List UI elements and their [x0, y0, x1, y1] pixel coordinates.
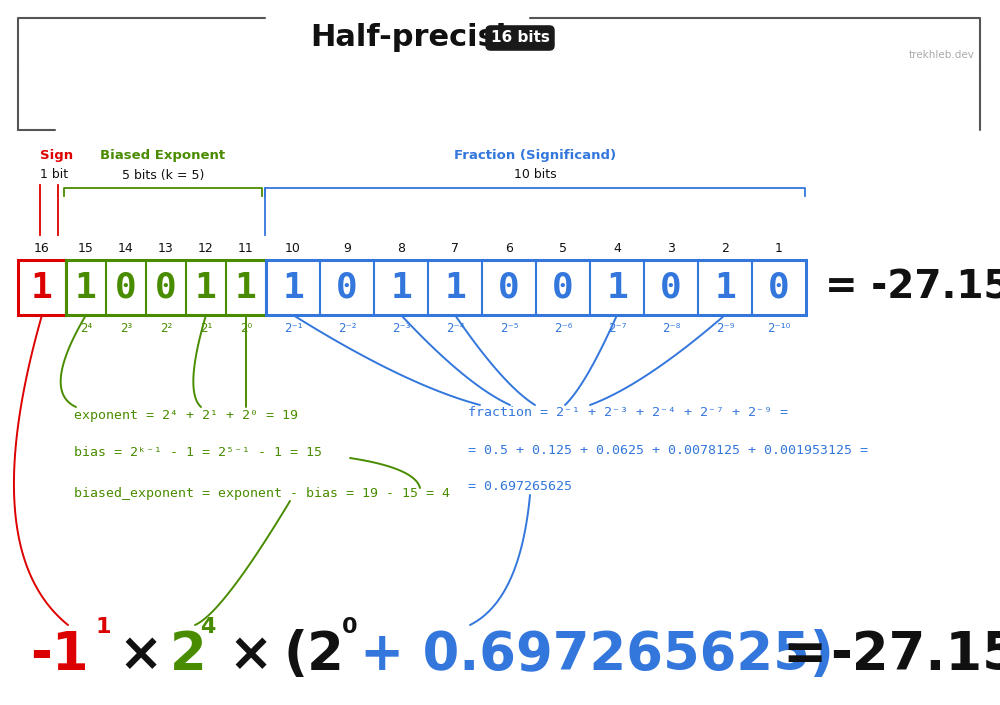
Text: 8: 8	[397, 242, 405, 255]
Text: 9: 9	[343, 242, 351, 255]
Text: 0: 0	[115, 271, 137, 305]
Text: 1: 1	[31, 271, 53, 305]
Text: 0: 0	[498, 271, 520, 305]
Text: ×: ×	[228, 629, 272, 681]
Text: 12: 12	[198, 242, 214, 255]
Text: 2⁻⁹: 2⁻⁹	[716, 322, 734, 336]
Text: 15: 15	[78, 242, 94, 255]
Text: 1: 1	[714, 271, 736, 305]
Text: 0: 0	[342, 617, 358, 637]
Text: 2⁻²: 2⁻²	[338, 322, 356, 336]
Text: = -27.15625: = -27.15625	[825, 269, 1000, 307]
Text: 4: 4	[200, 617, 215, 637]
Text: + 0.697265625): + 0.697265625)	[360, 629, 834, 681]
Text: 2⁰: 2⁰	[240, 322, 252, 336]
Text: 2⁻⁶: 2⁻⁶	[554, 322, 572, 336]
Text: 2⁻¹⁰: 2⁻¹⁰	[767, 322, 791, 336]
Text: 11: 11	[238, 242, 254, 255]
Text: 4: 4	[613, 242, 621, 255]
Text: Sign: Sign	[40, 149, 73, 161]
Text: 2²: 2²	[160, 322, 172, 336]
Text: Biased Exponent: Biased Exponent	[100, 149, 226, 161]
Text: 2: 2	[721, 242, 729, 255]
Text: 1 bit: 1 bit	[40, 168, 68, 181]
Text: 5 bits (k = 5): 5 bits (k = 5)	[122, 168, 204, 181]
Text: 2⁻³: 2⁻³	[392, 322, 410, 336]
Text: 2⁴: 2⁴	[80, 322, 92, 336]
Text: 16: 16	[34, 242, 50, 255]
Text: 0: 0	[552, 271, 574, 305]
Text: 0: 0	[660, 271, 682, 305]
Text: 1: 1	[95, 617, 110, 637]
Text: 1: 1	[444, 271, 466, 305]
Text: 2⁻⁴: 2⁻⁴	[446, 322, 464, 336]
Text: biased_exponent = exponent - bias = 19 - 15 = 4: biased_exponent = exponent - bias = 19 -…	[74, 486, 450, 500]
Text: 1: 1	[606, 271, 628, 305]
Text: 7: 7	[451, 242, 459, 255]
Text: 6: 6	[505, 242, 513, 255]
Text: 2⁻⁵: 2⁻⁵	[500, 322, 518, 336]
Text: 5: 5	[559, 242, 567, 255]
Text: -27.15625: -27.15625	[830, 629, 1000, 681]
Text: 2¹: 2¹	[200, 322, 212, 336]
Text: 1: 1	[75, 271, 97, 305]
Text: 10: 10	[285, 242, 301, 255]
Text: 13: 13	[158, 242, 174, 255]
Text: Half-precision: Half-precision	[310, 23, 549, 52]
Text: 3: 3	[667, 242, 675, 255]
Text: 0: 0	[768, 271, 790, 305]
Text: = 0.697265625: = 0.697265625	[468, 481, 572, 494]
Text: 14: 14	[118, 242, 134, 255]
Text: bias = 2ᵏ⁻¹ - 1 = 2⁵⁻¹ - 1 = 15: bias = 2ᵏ⁻¹ - 1 = 2⁵⁻¹ - 1 = 15	[74, 446, 322, 460]
Text: fraction = 2⁻¹ + 2⁻³ + 2⁻⁴ + 2⁻⁷ + 2⁻⁹ =: fraction = 2⁻¹ + 2⁻³ + 2⁻⁴ + 2⁻⁷ + 2⁻⁹ =	[468, 407, 788, 419]
Text: 2⁻⁸: 2⁻⁸	[662, 322, 680, 336]
Text: 2⁻¹: 2⁻¹	[284, 322, 302, 336]
Text: trekhleb.dev: trekhleb.dev	[909, 50, 975, 60]
FancyBboxPatch shape	[18, 260, 66, 315]
Text: 1: 1	[775, 242, 783, 255]
Text: ×: ×	[118, 629, 162, 681]
Text: 0: 0	[155, 271, 177, 305]
Text: 10 bits: 10 bits	[514, 168, 556, 181]
FancyBboxPatch shape	[66, 260, 266, 315]
Text: -1: -1	[30, 629, 89, 681]
Text: (2: (2	[283, 629, 344, 681]
Text: 2⁻⁷: 2⁻⁷	[608, 322, 626, 336]
FancyBboxPatch shape	[266, 260, 806, 315]
Text: 16 bits: 16 bits	[491, 30, 549, 46]
Text: 1: 1	[390, 271, 412, 305]
Text: 1: 1	[282, 271, 304, 305]
Text: 2³: 2³	[120, 322, 132, 336]
Text: exponent = 2⁴ + 2¹ + 2⁰ = 19: exponent = 2⁴ + 2¹ + 2⁰ = 19	[74, 408, 298, 422]
Text: = 0.5 + 0.125 + 0.0625 + 0.0078125 + 0.001953125 =: = 0.5 + 0.125 + 0.0625 + 0.0078125 + 0.0…	[468, 443, 868, 457]
Text: =: =	[782, 629, 826, 681]
Text: 1: 1	[195, 271, 217, 305]
Text: 1: 1	[235, 271, 257, 305]
Text: Fraction (Significand): Fraction (Significand)	[454, 149, 616, 161]
Text: 2: 2	[170, 629, 207, 681]
Text: 0: 0	[336, 271, 358, 305]
